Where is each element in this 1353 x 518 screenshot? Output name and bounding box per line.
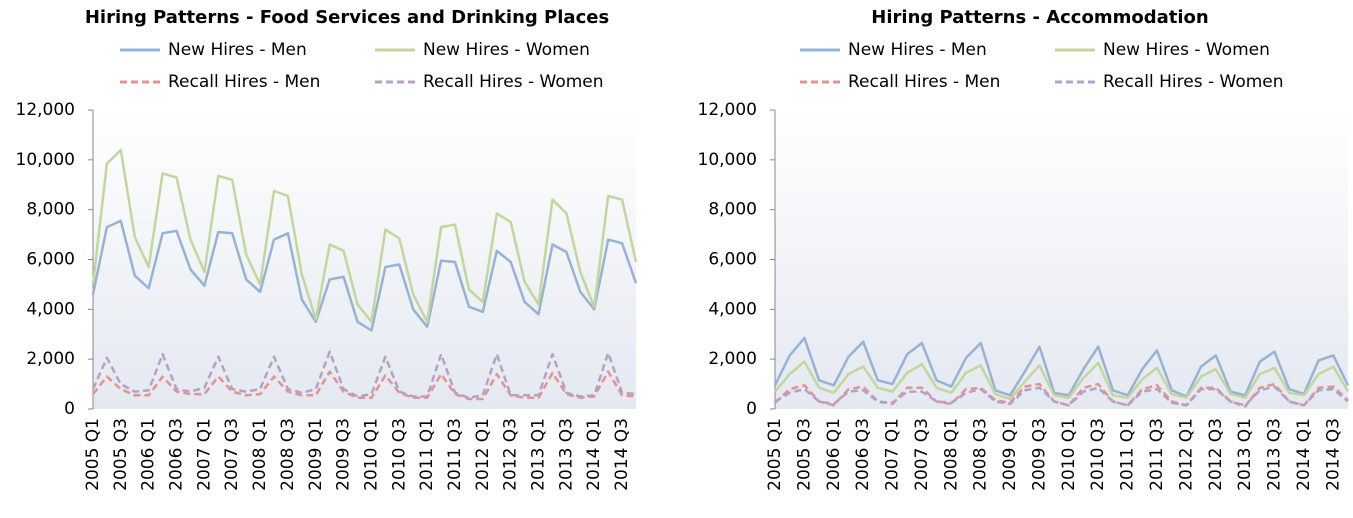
- x-tick-label: 2013 Q1: [1235, 418, 1255, 491]
- y-tick-label: 12,000: [16, 100, 75, 120]
- series-line: [774, 360, 1350, 401]
- x-tick-label: 2011 Q3: [1147, 418, 1167, 491]
- x-tick-label: 2013 Q3: [1265, 418, 1285, 491]
- x-tick-label: 2009 Q1: [306, 418, 326, 491]
- x-tick-label: 2006 Q3: [853, 418, 873, 491]
- legend-label: New Hires - Women: [423, 40, 590, 60]
- series-line: [91, 350, 637, 400]
- x-tick-label: 2013 Q3: [556, 418, 576, 491]
- x-tick-label: 2006 Q1: [824, 418, 844, 491]
- x-tick-label: 2009 Q1: [1000, 418, 1020, 491]
- y-tick-label: 8,000: [708, 200, 757, 220]
- y-tick-label: 0: [746, 399, 757, 419]
- x-tick-label: 2014 Q1: [584, 418, 604, 491]
- y-tick-label: 0: [64, 399, 75, 419]
- plot-area: [775, 110, 1348, 409]
- series-line: [91, 148, 638, 324]
- y-tick-label: 10,000: [698, 150, 757, 170]
- x-tick-label: 2009 Q3: [334, 418, 354, 491]
- legend-label: New Hires - Men: [848, 40, 987, 60]
- x-tick-label: 2008 Q3: [971, 418, 991, 491]
- x-tick-label: 2012 Q3: [1206, 418, 1226, 491]
- x-tick-label: 2012 Q1: [1176, 418, 1196, 491]
- x-tick-label: 2008 Q3: [278, 418, 298, 491]
- x-tick-label: 2006 Q1: [139, 418, 159, 491]
- x-tick-label: 2007 Q1: [883, 418, 903, 491]
- legend-label: Recall Hires - Women: [1103, 72, 1284, 92]
- x-tick-label: 2007 Q3: [912, 418, 932, 491]
- x-tick-label: 2013 Q1: [529, 418, 549, 491]
- x-tick-label: 2011 Q3: [445, 418, 465, 491]
- x-tick-label: 2007 Q1: [194, 418, 214, 491]
- x-tick-label: 2008 Q1: [250, 418, 270, 491]
- x-tick-label: 2007 Q3: [222, 418, 242, 491]
- x-tick-label: 2005 Q1: [83, 418, 103, 491]
- x-tick-label: 2005 Q3: [794, 418, 814, 491]
- x-tick-label: 2005 Q3: [111, 418, 131, 491]
- x-tick-label: 2010 Q3: [389, 418, 409, 491]
- legend-label: New Hires - Women: [1103, 40, 1270, 60]
- y-tick-label: 6,000: [26, 250, 75, 270]
- x-tick-label: 2014 Q3: [1323, 418, 1343, 491]
- x-tick-label: 2010 Q1: [1059, 418, 1079, 491]
- series-line: [773, 336, 1350, 398]
- series-line: [91, 219, 638, 332]
- x-tick-label: 2008 Q1: [941, 418, 961, 491]
- x-tick-label: 2012 Q1: [473, 418, 493, 491]
- series-line: [92, 370, 637, 401]
- x-tick-label: 2006 Q3: [167, 418, 187, 491]
- y-tick-label: 6,000: [708, 250, 757, 270]
- x-tick-label: 2010 Q3: [1088, 418, 1108, 491]
- x-tick-label: 2010 Q1: [361, 418, 381, 491]
- x-tick-label: 2014 Q1: [1294, 418, 1314, 491]
- y-tick-label: 2,000: [708, 349, 757, 369]
- legend-label: Recall Hires - Men: [848, 72, 1000, 92]
- series-line: [774, 382, 1349, 408]
- x-tick-label: 2014 Q3: [612, 418, 632, 491]
- x-tick-label: 2009 Q3: [1029, 418, 1049, 491]
- y-tick-label: 8,000: [26, 200, 75, 220]
- x-tick-label: 2011 Q1: [1118, 418, 1138, 491]
- plot-area: [93, 110, 636, 409]
- y-tick-label: 2,000: [26, 349, 75, 369]
- y-tick-label: 4,000: [708, 299, 757, 319]
- chart-title: Hiring Patterns - Accommodation: [871, 7, 1208, 28]
- x-tick-label: 2005 Q1: [765, 418, 785, 491]
- x-tick-label: 2011 Q1: [417, 418, 437, 491]
- y-tick-label: 12,000: [698, 100, 757, 120]
- legend-label: New Hires - Men: [168, 40, 307, 60]
- y-tick-label: 10,000: [16, 150, 75, 170]
- x-tick-label: 2012 Q3: [501, 418, 521, 491]
- y-tick-label: 4,000: [26, 299, 75, 319]
- chart-title: Hiring Patterns - Food Services and Drin…: [85, 7, 609, 28]
- legend-label: Recall Hires - Men: [168, 72, 320, 92]
- legend-label: Recall Hires - Women: [423, 72, 604, 92]
